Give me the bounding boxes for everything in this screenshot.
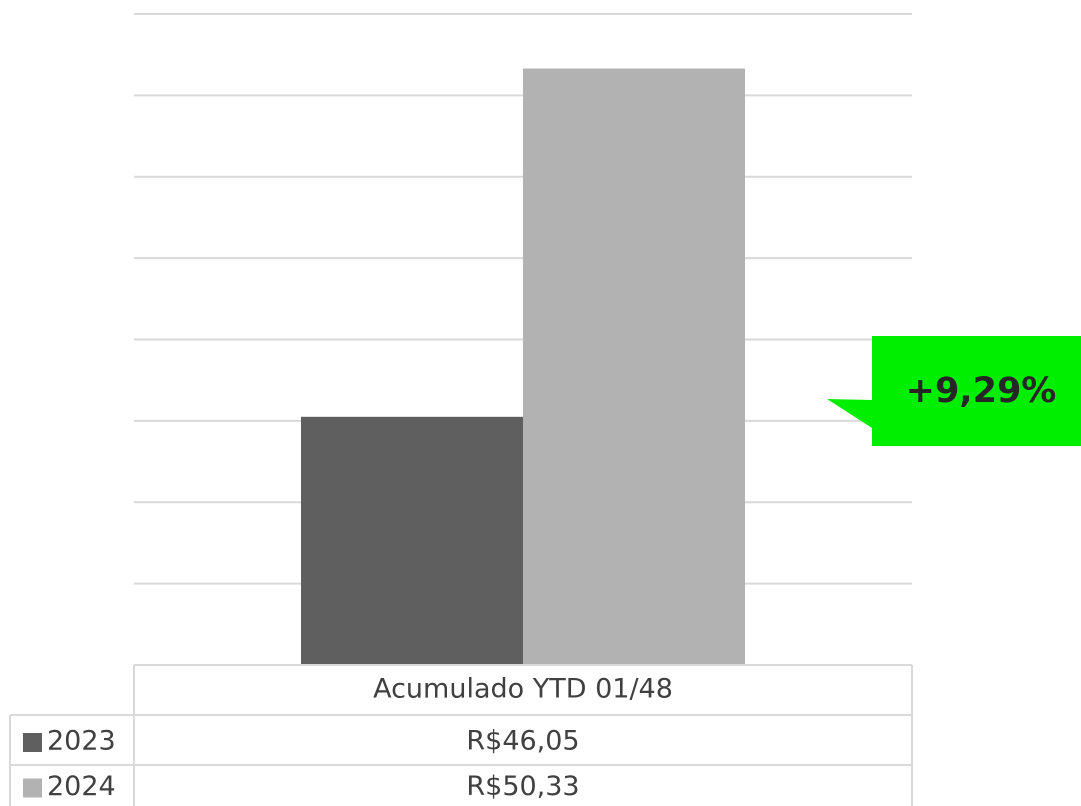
table-value: R$50,33 <box>466 771 579 802</box>
category-label: Acumulado YTD 01/48 <box>373 674 673 705</box>
legend-label: 2023 <box>47 726 116 757</box>
annotation: +9,29% <box>906 371 1057 411</box>
legend-swatch <box>23 778 42 798</box>
bar <box>523 68 745 666</box>
table-value: R$46,05 <box>466 726 579 757</box>
legend-swatch <box>23 733 42 752</box>
legend-label: 2024 <box>47 771 116 802</box>
callout <box>827 336 1081 446</box>
bar <box>301 416 523 665</box>
